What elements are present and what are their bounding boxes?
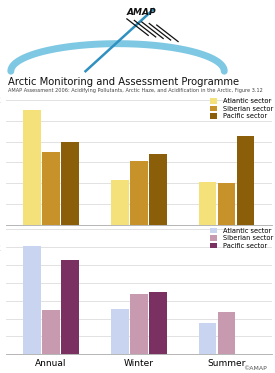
Bar (61, 141, 79, 225)
Bar (61, 260, 79, 354)
Bar (199, 182, 216, 225)
Bar (23, 110, 41, 225)
Bar (42, 152, 60, 225)
Bar (42, 310, 60, 354)
Bar (237, 136, 254, 225)
Bar (218, 312, 235, 354)
Text: AMAP Assessment 2006: Acidifying Pollutants, Arctic Haze, and Acidification in t: AMAP Assessment 2006: Acidifying Polluta… (8, 88, 263, 93)
Bar (218, 183, 235, 225)
Bar (130, 294, 148, 354)
Bar (199, 323, 216, 354)
Bar (149, 292, 167, 354)
Bar (23, 246, 41, 354)
Legend: Atlantic sector, Siberian sector, Pacific sector: Atlantic sector, Siberian sector, Pacifi… (209, 97, 274, 121)
Bar (130, 162, 148, 225)
Text: AMAP: AMAP (127, 9, 156, 18)
Legend: Atlantic sector, Siberian sector, Pacific sector: Atlantic sector, Siberian sector, Pacifi… (209, 226, 274, 250)
Text: Arctic Monitoring and Assessment Programme: Arctic Monitoring and Assessment Program… (8, 77, 239, 87)
Bar (149, 154, 167, 225)
Bar (111, 309, 129, 354)
Bar (111, 180, 129, 225)
Text: ©AMAP: ©AMAP (243, 366, 267, 371)
